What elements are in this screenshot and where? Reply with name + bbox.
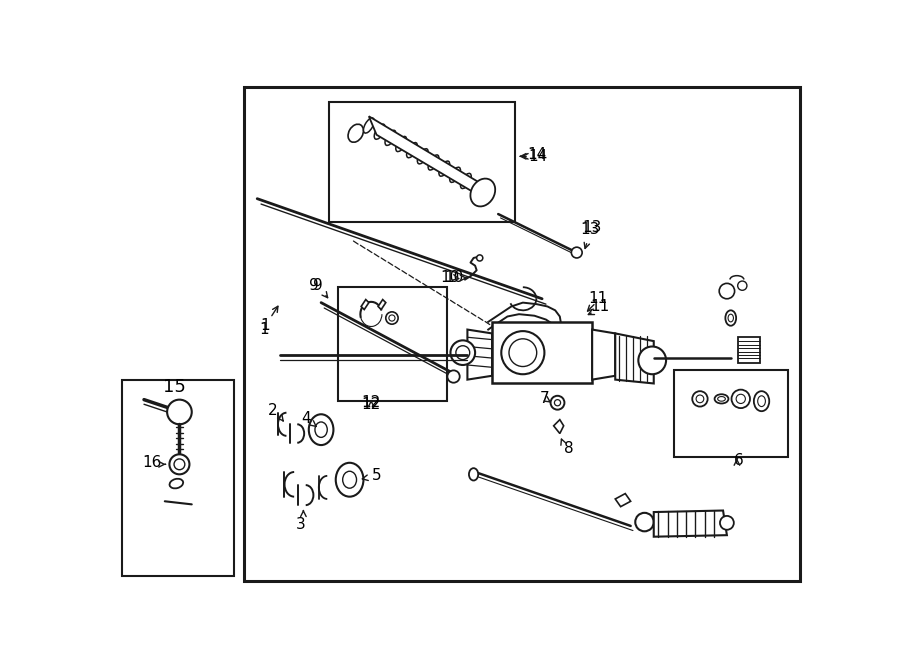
Ellipse shape [396, 136, 407, 151]
Text: 12: 12 [362, 397, 381, 412]
Circle shape [551, 396, 564, 410]
Bar [674, 370, 788, 457]
Polygon shape [369, 116, 484, 199]
Polygon shape [653, 510, 727, 537]
Ellipse shape [754, 391, 770, 411]
Circle shape [720, 516, 733, 529]
Polygon shape [554, 420, 563, 434]
Ellipse shape [728, 314, 733, 322]
Text: 9: 9 [313, 278, 323, 293]
Bar [328, 102, 515, 222]
Text: 2: 2 [268, 403, 277, 418]
Text: 11: 11 [589, 292, 608, 306]
Circle shape [386, 312, 398, 324]
Text: 14: 14 [528, 149, 548, 164]
Ellipse shape [309, 414, 333, 445]
Ellipse shape [364, 118, 374, 133]
Ellipse shape [471, 178, 495, 206]
Circle shape [635, 513, 653, 531]
Text: 12: 12 [362, 395, 381, 410]
Text: 7: 7 [540, 391, 549, 407]
Text: 1: 1 [259, 322, 269, 337]
Circle shape [736, 394, 745, 403]
Ellipse shape [315, 422, 328, 438]
Circle shape [501, 331, 544, 374]
Circle shape [167, 400, 192, 424]
Text: 10: 10 [440, 270, 459, 286]
Ellipse shape [428, 155, 439, 170]
Circle shape [572, 247, 582, 258]
Circle shape [692, 391, 707, 407]
Ellipse shape [469, 468, 478, 481]
Ellipse shape [343, 471, 356, 488]
Ellipse shape [715, 394, 728, 403]
Polygon shape [361, 299, 369, 309]
Polygon shape [378, 299, 386, 309]
Ellipse shape [439, 161, 450, 176]
Circle shape [638, 346, 666, 374]
Text: 5: 5 [372, 469, 382, 483]
Polygon shape [592, 330, 616, 379]
Ellipse shape [385, 130, 396, 145]
Text: 13: 13 [582, 220, 602, 235]
Text: 3: 3 [296, 517, 306, 532]
Circle shape [554, 400, 561, 406]
Bar [122, 379, 234, 576]
Polygon shape [616, 333, 653, 383]
Text: 8: 8 [564, 442, 574, 456]
Ellipse shape [169, 479, 183, 488]
Text: 9: 9 [309, 278, 319, 293]
Ellipse shape [450, 167, 461, 182]
Circle shape [169, 454, 189, 475]
Polygon shape [492, 322, 592, 383]
Ellipse shape [717, 397, 725, 401]
Polygon shape [738, 337, 760, 363]
Text: 13: 13 [580, 222, 599, 237]
Circle shape [447, 370, 460, 383]
Circle shape [696, 395, 704, 403]
Text: 11: 11 [590, 299, 609, 314]
Text: 16: 16 [142, 455, 161, 470]
Ellipse shape [461, 173, 472, 188]
Circle shape [174, 459, 184, 470]
Ellipse shape [348, 124, 364, 142]
Bar [244, 87, 800, 580]
Circle shape [477, 255, 482, 261]
Ellipse shape [407, 143, 418, 158]
Bar [338, 288, 447, 401]
Text: 14: 14 [527, 147, 546, 163]
Circle shape [732, 389, 750, 408]
Circle shape [719, 284, 734, 299]
Text: 15: 15 [164, 378, 186, 397]
Circle shape [456, 346, 470, 360]
Circle shape [738, 281, 747, 290]
Ellipse shape [758, 396, 765, 407]
Ellipse shape [418, 149, 428, 164]
Text: 4: 4 [301, 410, 310, 426]
Text: 6: 6 [734, 453, 743, 468]
Circle shape [389, 315, 395, 321]
Text: 1: 1 [260, 318, 270, 333]
Polygon shape [467, 330, 492, 379]
Text: 10: 10 [444, 270, 464, 285]
Circle shape [509, 339, 536, 367]
Ellipse shape [336, 463, 364, 496]
Polygon shape [616, 494, 631, 507]
Ellipse shape [374, 124, 385, 139]
Circle shape [451, 340, 475, 365]
Ellipse shape [725, 310, 736, 326]
